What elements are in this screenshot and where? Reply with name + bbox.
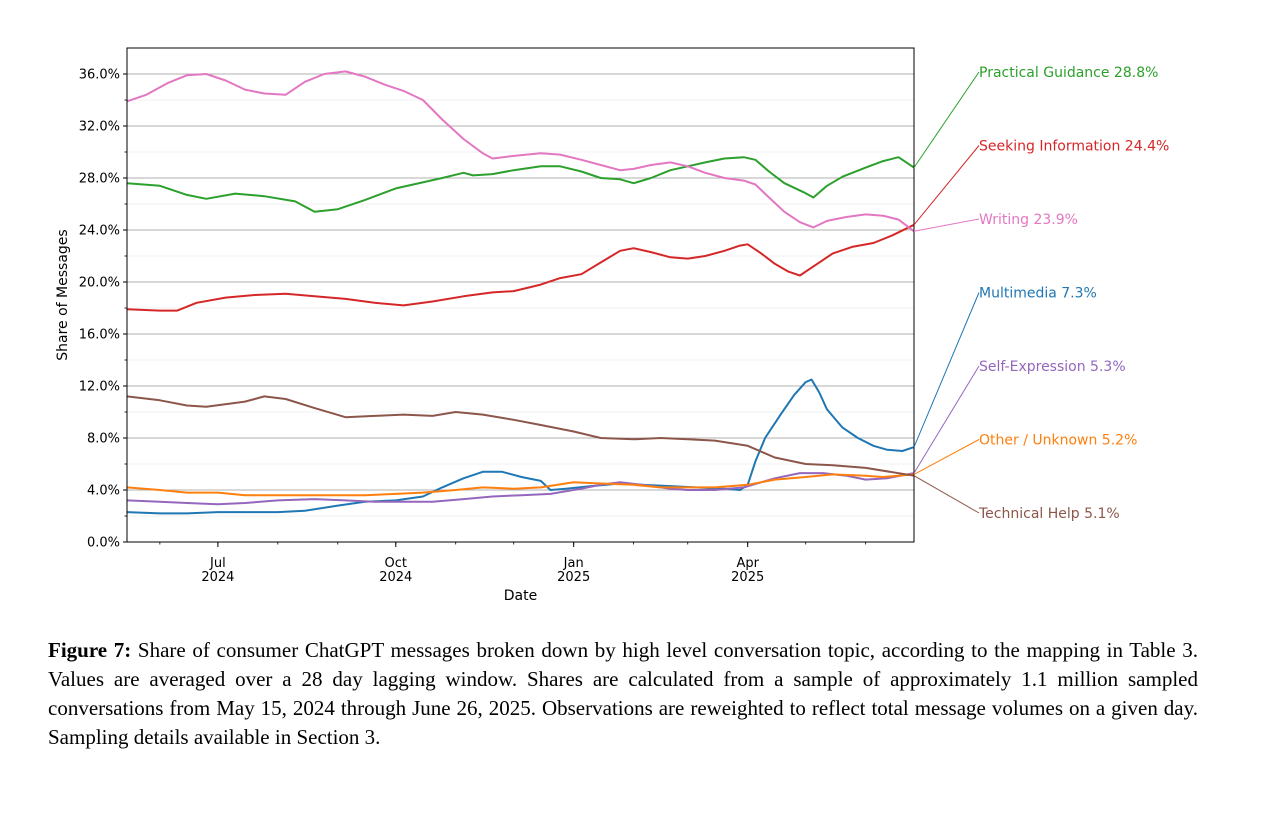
leader-line-practical-guidance: [913, 71, 980, 168]
y-tick-label: 4.0%: [87, 484, 120, 499]
series-line-other-unknown: [126, 473, 915, 497]
grid-lines: [127, 73, 914, 543]
series-line-writing: [126, 70, 915, 233]
y-tick-label: 32.0%: [79, 120, 120, 135]
end-labels: Practical Guidance 28.8% Seeking Informat…: [913, 65, 1169, 522]
y-axis-label: Share of Messages: [55, 229, 71, 360]
plot-frame: [126, 47, 915, 543]
x-tick-year: 2025: [557, 570, 590, 585]
series-line-multimedia: [126, 378, 915, 515]
end-label-writing: Writing 23.9%: [979, 212, 1078, 228]
y-tick-label: 36.0%: [79, 68, 120, 83]
x-tick-month: Oct: [385, 556, 407, 571]
y-tick-label: 28.0%: [79, 172, 120, 187]
end-label-seeking-information: Seeking Information 24.4%: [979, 139, 1169, 155]
end-label-multimedia: Multimedia 7.3%: [979, 286, 1097, 302]
end-label-self-expression: Self-Expression 5.3%: [979, 359, 1126, 375]
end-label-practical-guidance: Practical Guidance 28.8%: [979, 65, 1158, 81]
series-line-seeking-information: [126, 223, 915, 312]
line-chart: 0.0% 4.0% 8.0% 12.0% 16.0% 20.0% 24.0% 28.0% 32.…: [55, 47, 1169, 604]
leader-line-other-unknown: [913, 439, 980, 475]
y-tick-label: 8.0%: [87, 432, 120, 447]
x-tick-year: 2025: [731, 570, 764, 585]
y-tick-label: 20.0%: [79, 276, 120, 291]
y-tick-label: 16.0%: [79, 328, 120, 343]
series-line-practical-guidance: [126, 156, 915, 213]
x-tick-month: Jul: [209, 556, 226, 571]
caption-text: Share of consumer ChatGPT messages broke…: [48, 638, 1198, 749]
x-tick-month: Apr: [736, 556, 759, 571]
series-lines: [126, 70, 915, 515]
leader-line-technical-help: [913, 475, 980, 514]
series-line-technical-help: [126, 395, 915, 477]
leader-line-seeking-information: [913, 145, 980, 226]
end-label-other-unknown: Other / Unknown 5.2%: [979, 433, 1137, 449]
x-tick-year: 2024: [379, 570, 412, 585]
series-line-self-expression: [126, 472, 915, 506]
caption-label: Figure 7:: [48, 638, 132, 662]
end-label-technical-help: Technical Help 5.1%: [978, 506, 1120, 522]
x-tick-year: 2024: [201, 570, 234, 585]
leader-line-self-expression: [913, 365, 980, 474]
leader-line-writing: [913, 218, 980, 232]
x-tick-month: Jan: [563, 556, 584, 571]
figure-caption: Figure 7: Share of consumer ChatGPT mess…: [48, 636, 1198, 752]
y-tick-label: 12.0%: [79, 380, 120, 395]
y-tick-label: 0.0%: [87, 536, 120, 551]
leader-line-multimedia: [913, 292, 980, 448]
x-axis-label: Date: [504, 588, 537, 604]
y-tick-label: 24.0%: [79, 224, 120, 239]
axes: 0.0% 4.0% 8.0% 12.0% 16.0% 20.0% 24.0% 28.0% 32.…: [79, 68, 867, 585]
